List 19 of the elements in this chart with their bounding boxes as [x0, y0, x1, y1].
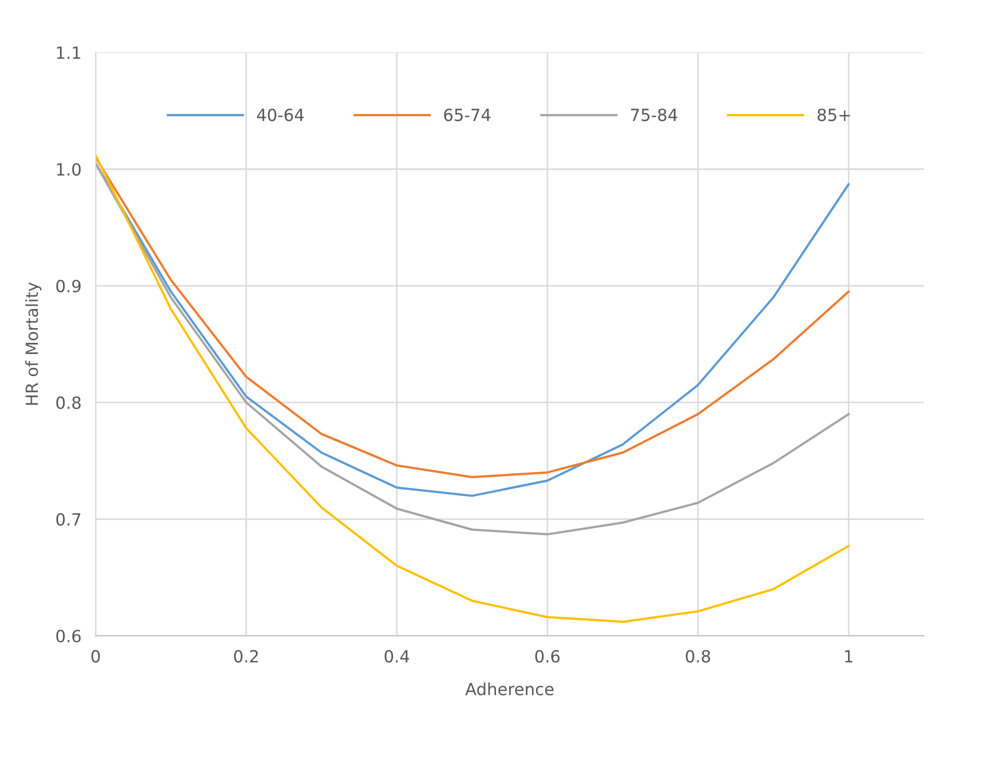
y-tick-label: 0.8: [56, 396, 81, 410]
legend-label: 85+: [818, 108, 850, 122]
x-tick-label: 0.2: [234, 650, 258, 663]
y-tick-label: 1.0: [57, 163, 81, 176]
line-series: [96, 154, 850, 623]
x-axis-title: Adherence: [465, 682, 554, 696]
x-tick-label: 1: [845, 650, 852, 662]
y-axis-title: HR of Mortality: [25, 282, 42, 405]
x-tick-label: 0.8: [686, 650, 710, 663]
legend-label: 65-74: [444, 108, 490, 122]
x-tick-label: 0.4: [384, 650, 410, 663]
legend-label: 75-84: [631, 108, 678, 122]
y-tick-label: 1.1: [57, 46, 80, 59]
y-tick-label: 0.6: [56, 630, 81, 642]
y-tick-label: 0.9: [56, 280, 81, 292]
legend-label: 40-64: [257, 108, 304, 122]
x-tick-label: 0.6: [535, 650, 560, 663]
y-tick-label: 0.7: [56, 513, 80, 526]
x-tick-label: 0: [91, 650, 100, 663]
